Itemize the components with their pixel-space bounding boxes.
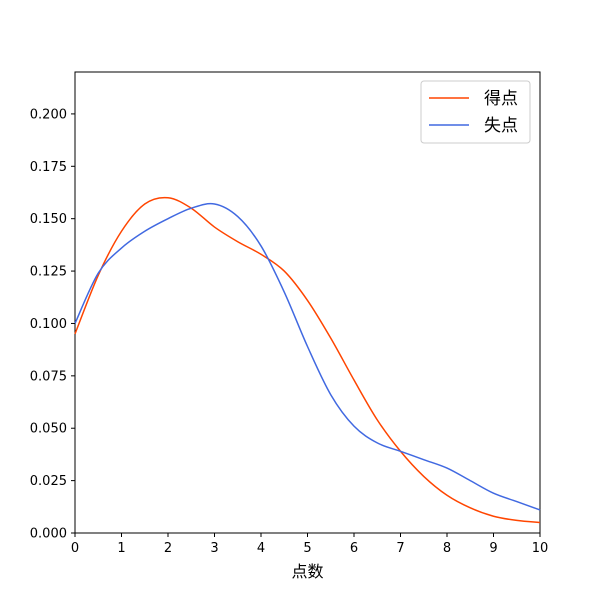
x-tick-label: 5	[303, 541, 311, 556]
x-tick-label: 0	[71, 541, 79, 556]
x-tick-label: 3	[210, 541, 218, 556]
y-tick-label: 0.075	[30, 369, 67, 384]
y-tick-label: 0.200	[30, 107, 67, 122]
legend-label: 得点	[484, 89, 518, 109]
plot-area	[74, 71, 541, 534]
y-tick-label: 0.100	[30, 317, 67, 332]
x-tick-label: 10	[532, 541, 549, 556]
y-tick-label: 0.150	[30, 212, 67, 227]
legend-box	[420, 80, 531, 144]
y-tick-label: 0.025	[30, 474, 67, 489]
y-axis: 0.000 0.025 0.050 0.075 0.100 0.125 0.150 0.175…	[30, 107, 75, 542]
x-tick-label: 6	[350, 541, 358, 556]
series-line-2	[74, 202, 541, 511]
y-tick-label: 0.125	[30, 265, 67, 280]
series-layer	[74, 196, 541, 524]
x-axis-title: 点数	[291, 562, 323, 581]
y-tick-label: 0.050	[30, 422, 67, 437]
x-tick-label: 9	[489, 541, 497, 556]
y-tick-label: 0.000	[30, 527, 67, 542]
x-axis: 0 1 2 3 4 5 6 7 8 9 10	[71, 533, 548, 556]
plot-frame	[74, 71, 541, 534]
series-line-1	[74, 196, 541, 524]
x-tick-label: 1	[117, 541, 125, 556]
legend-label: 失点	[484, 116, 518, 136]
x-tick-label: 4	[257, 541, 265, 556]
x-tick-label: 8	[443, 541, 451, 556]
y-tick-label: 0.175	[30, 160, 67, 175]
x-tick-label: 7	[396, 541, 404, 556]
x-tick-label: 2	[164, 541, 172, 556]
